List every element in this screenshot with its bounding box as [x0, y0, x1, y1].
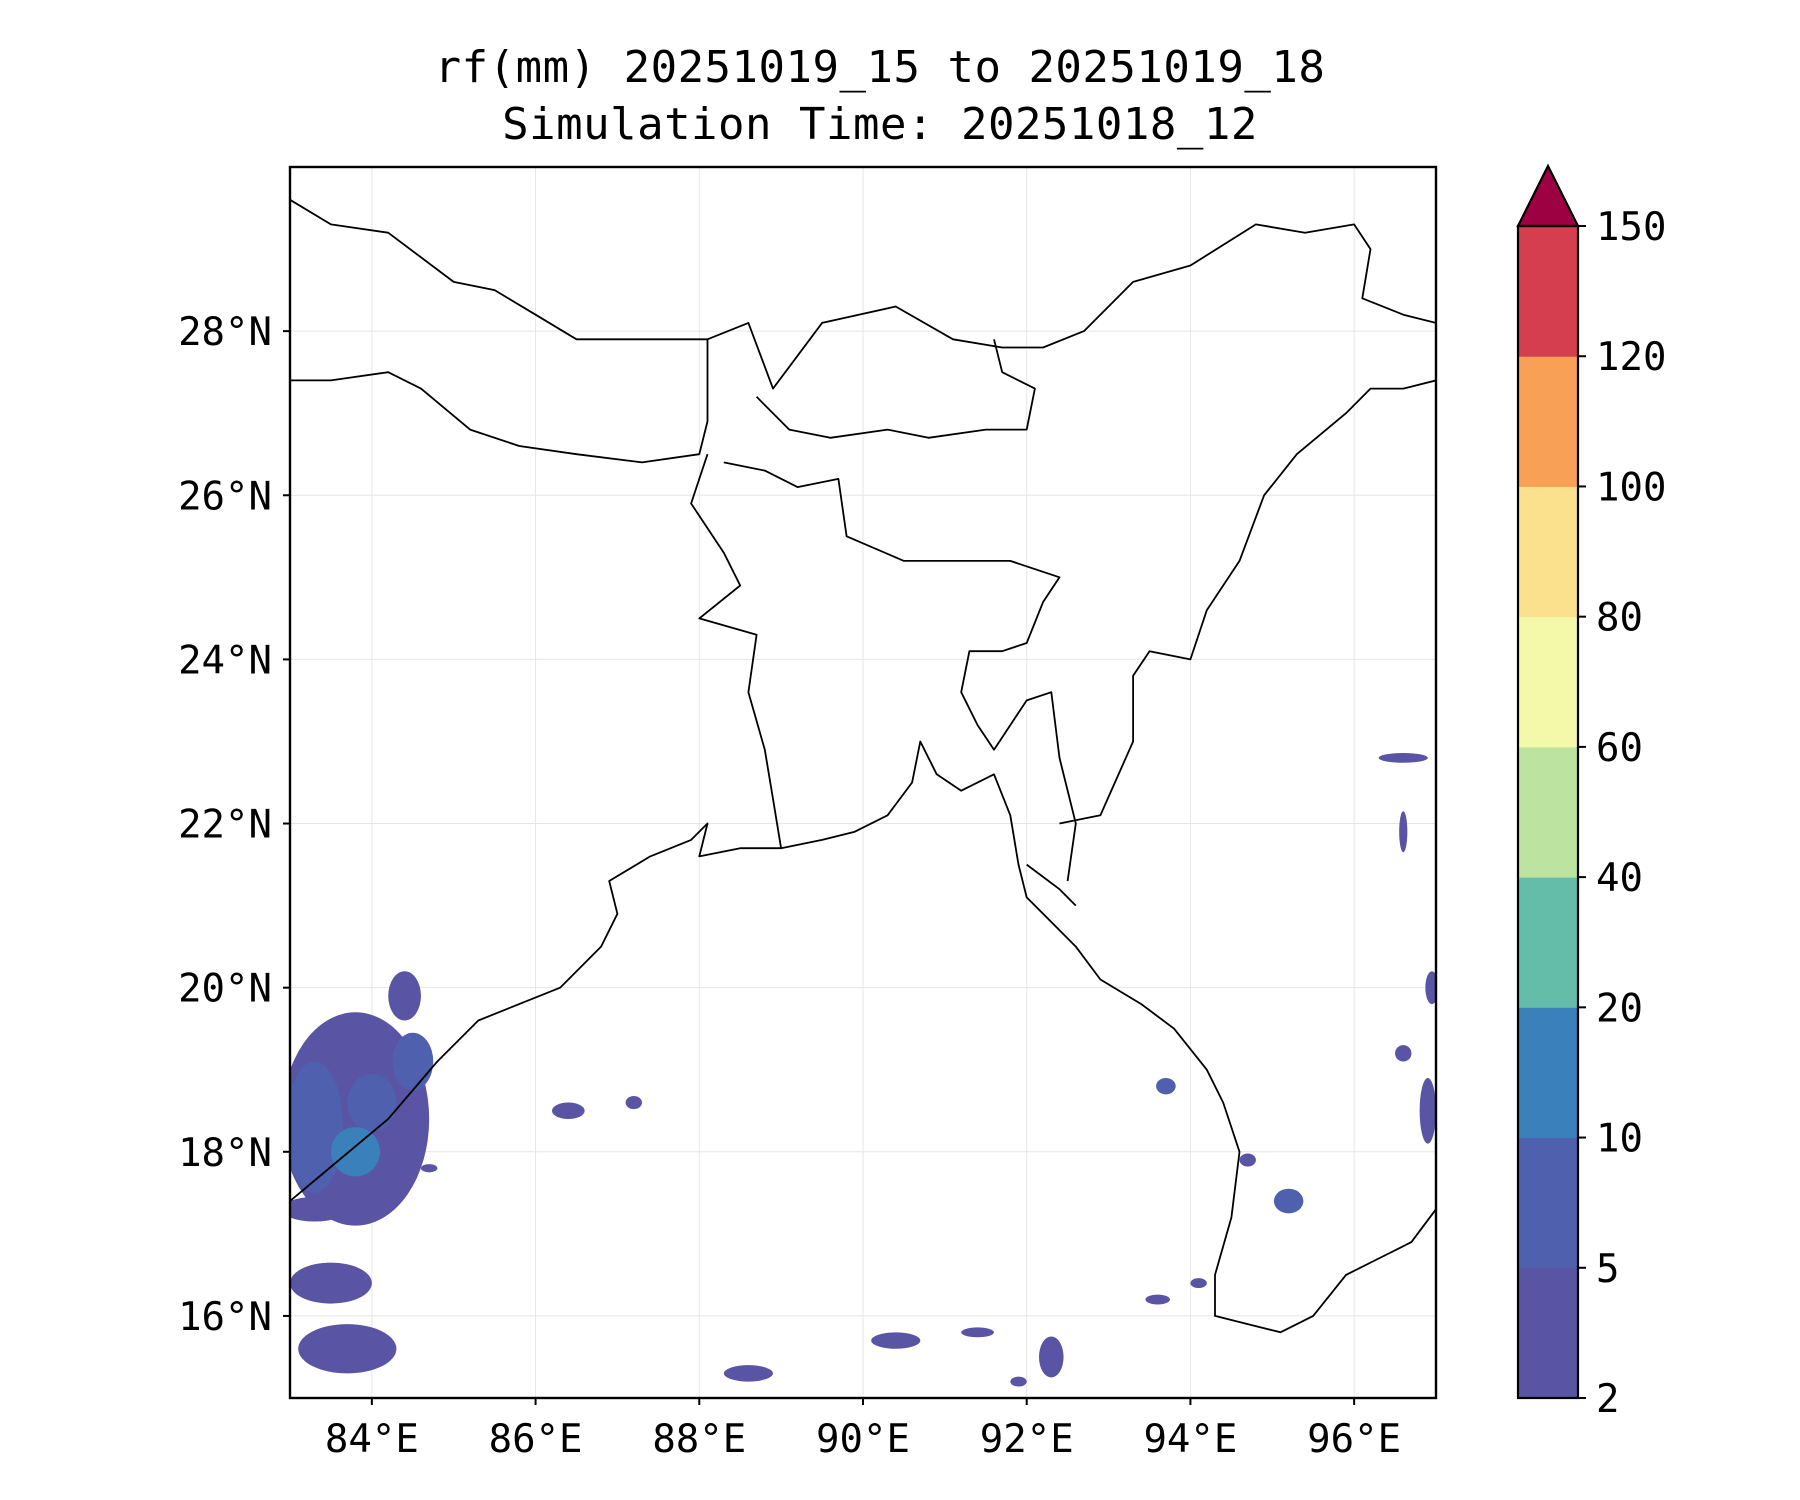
country-border [1059, 379, 1436, 825]
axis-ticks: 16°N 18°N 20°N 22°N 24°N 26°N 28°N 84°E 86°E 88°E… [178, 310, 1401, 1462]
rain-area [1399, 811, 1408, 853]
title-line-1: rf(mm) 20251019_15 to 20251019_18 [434, 42, 1326, 93]
country-border [723, 461, 1077, 882]
colorbar-frame [1516, 224, 1580, 1400]
lon-tick-label: 96°E [1307, 1417, 1401, 1462]
colorbar-tick-label: 60 [1596, 726, 1643, 771]
country-border [290, 339, 709, 464]
rain-area [420, 1164, 438, 1173]
colorbar-tick-label: 5 [1596, 1247, 1619, 1292]
rain-area [330, 1127, 381, 1177]
colorbar-segment [1518, 356, 1578, 487]
lat-tick-label: 28°N [178, 310, 272, 355]
country-border [755, 339, 1036, 439]
rain-area [1010, 1376, 1027, 1387]
lon-tick-label: 86°E [489, 1417, 583, 1462]
colorbar-segment [1518, 746, 1578, 878]
colorbar-tick-label: 20 [1596, 986, 1643, 1031]
colorbar-tick-label: 40 [1596, 856, 1643, 901]
rain-area [290, 1262, 372, 1304]
country-border [1026, 863, 1077, 907]
rain-area [1378, 752, 1428, 763]
lon-tick-label: 92°E [980, 1417, 1074, 1462]
map-area [288, 165, 1438, 1400]
colorbar-segment [1518, 616, 1578, 748]
rain-area [1273, 1188, 1304, 1214]
rain-area [347, 1073, 397, 1132]
colorbar-segment [1518, 877, 1578, 1008]
colorbar-tick-label: 80 [1596, 596, 1643, 641]
lat-tick-label: 20°N [178, 967, 272, 1012]
colorbar-tick-label: 100 [1596, 465, 1666, 510]
colorbar-tick-label: 10 [1596, 1117, 1643, 1162]
rain-area [298, 1324, 397, 1374]
lat-tick-label: 18°N [178, 1131, 272, 1176]
rain-area [1190, 1278, 1207, 1289]
rain-area [290, 1061, 344, 1193]
rain-area [1239, 1153, 1256, 1167]
lat-tick-label: 24°N [178, 638, 272, 683]
colorbar-tick-label: 150 [1596, 205, 1666, 250]
lat-tick-label: 26°N [178, 474, 272, 519]
rain-area [625, 1095, 642, 1110]
rain-area [1145, 1294, 1170, 1305]
rain-area [290, 1196, 348, 1222]
colorbar-segment [1518, 226, 1578, 357]
rain-area [723, 1365, 773, 1382]
lon-tick-label: 88°E [652, 1417, 746, 1462]
rainfall-field [290, 752, 1436, 1387]
lon-tick-label: 84°E [325, 1417, 419, 1462]
rain-area [1425, 971, 1436, 1005]
colorbar-segment [1518, 1267, 1578, 1399]
lat-tick-label: 22°N [178, 803, 272, 848]
rain-area [1156, 1077, 1176, 1095]
rain-area [1419, 1077, 1436, 1144]
rain-area [1395, 1045, 1412, 1062]
gridlines [290, 167, 1436, 1398]
rain-area [388, 971, 421, 1021]
country-border [690, 453, 782, 849]
colorbar-segment [1518, 1007, 1578, 1139]
colorbar-segment [1518, 1137, 1578, 1269]
rain-area [871, 1332, 921, 1349]
colorbar-segment [1518, 486, 1578, 618]
rain-area [551, 1102, 585, 1119]
lon-tick-label: 94°E [1143, 1417, 1237, 1462]
colorbar: 2 5 10 20 40 60 80 100 120 150 [1516, 163, 1666, 1422]
coastline [290, 740, 1436, 1334]
colorbar-tick-label: 2 [1596, 1377, 1619, 1422]
colorbar-tick-label: 120 [1596, 335, 1666, 380]
country-border [290, 199, 1436, 390]
colorbar-extend-arrow [1516, 163, 1580, 228]
title-line-2: Simulation Time: 20251018_12 [502, 99, 1258, 150]
lon-tick-label: 90°E [816, 1417, 910, 1462]
rain-area [392, 1032, 434, 1091]
coastlines-and-borders [290, 199, 1436, 1334]
rain-area [1038, 1336, 1064, 1378]
rain-area [961, 1327, 994, 1338]
lat-tick-label: 16°N [178, 1295, 272, 1340]
